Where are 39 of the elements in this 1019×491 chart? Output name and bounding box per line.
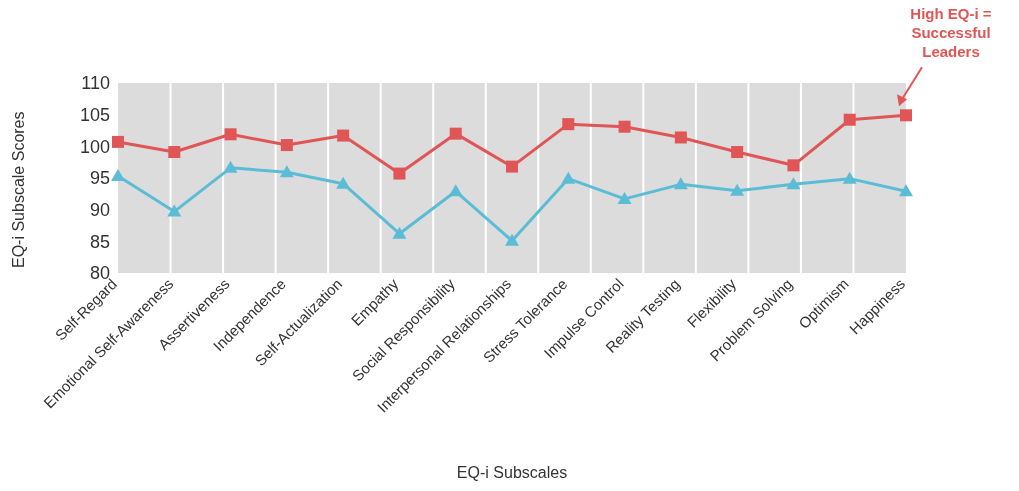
point [505,233,519,246]
y-tick-label: 90 [89,200,110,221]
point [112,135,124,148]
point [393,167,406,180]
point [279,165,294,178]
point [673,177,688,190]
y-axis-title: EQ-i Subscale Scores [9,111,27,268]
point [561,171,576,184]
point [787,159,800,172]
point [448,184,463,197]
point [449,127,462,140]
point [731,146,744,159]
point [224,128,237,141]
y-tick-label: 85 [89,231,110,252]
y-tick-label: 110 [81,73,110,94]
point [674,131,687,144]
y-tick-label: 100 [79,136,110,157]
point [562,118,575,131]
y-tick-label: 105 [79,105,110,126]
point [786,177,801,190]
point [900,109,912,122]
point [617,191,632,204]
point [506,160,518,173]
point [168,146,181,159]
point [167,204,182,217]
point [730,183,745,196]
point [223,160,238,173]
point [899,184,913,197]
text: High EQ-i = Successful Leaders [910,5,992,61]
point [280,139,293,152]
y-tick-label: 95 [89,168,110,189]
point [842,171,857,184]
point [337,129,350,142]
x-axis-title: EQ-i Subscales [456,464,568,481]
point [843,113,856,126]
point [336,176,351,189]
point [111,169,125,182]
point [392,226,407,239]
point [618,120,631,133]
